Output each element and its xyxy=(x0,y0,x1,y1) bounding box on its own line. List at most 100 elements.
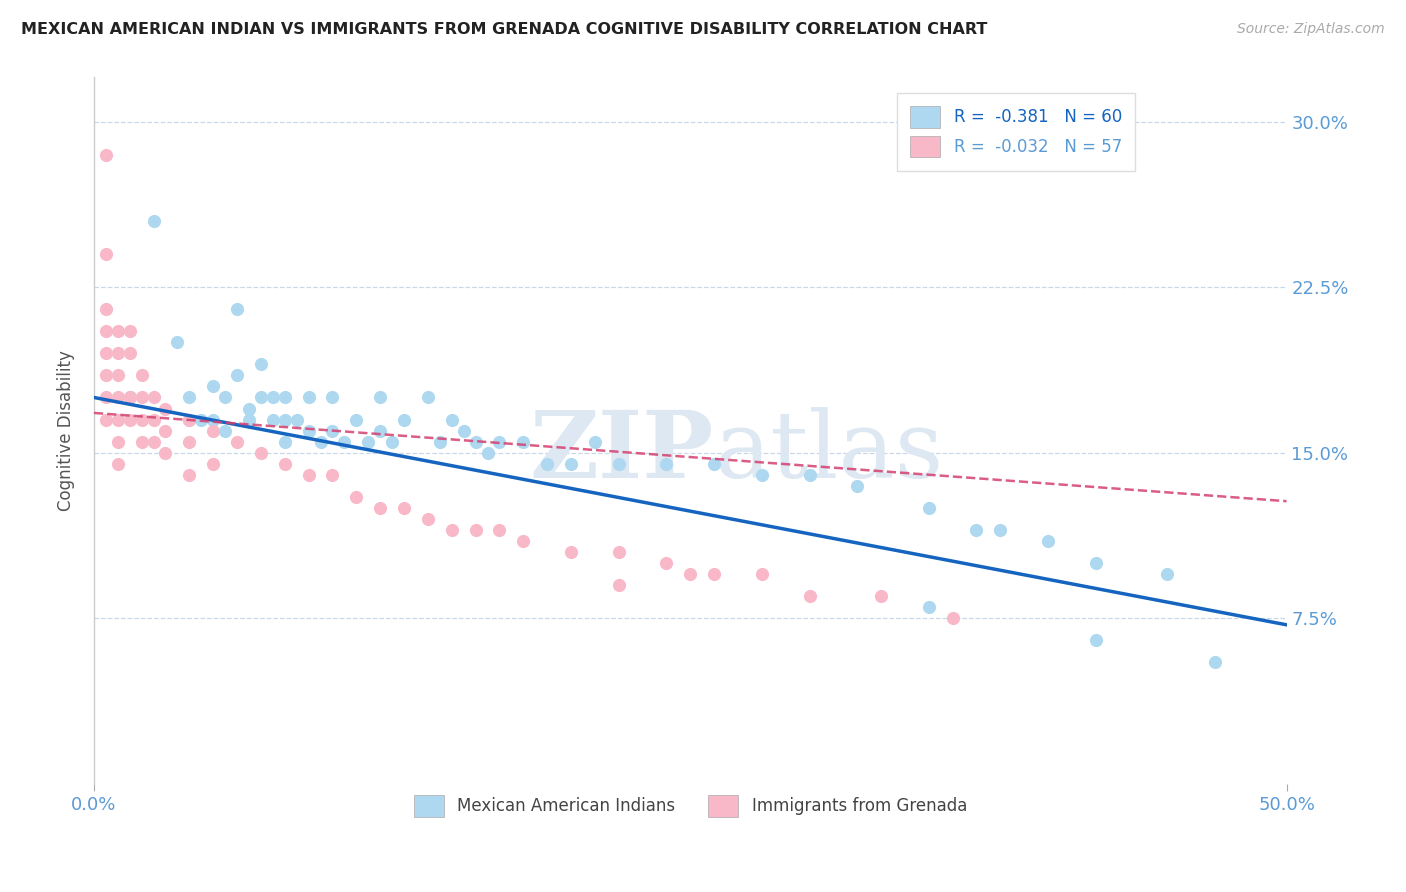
Point xyxy=(392,500,415,515)
Point xyxy=(94,147,117,161)
Point xyxy=(1036,533,1059,548)
Point xyxy=(453,424,475,438)
Point xyxy=(214,424,236,438)
Legend: Mexican American Indians, Immigrants from Grenada: Mexican American Indians, Immigrants fro… xyxy=(405,787,976,825)
Point xyxy=(416,512,439,526)
Point xyxy=(512,434,534,449)
Point xyxy=(226,368,249,383)
Point xyxy=(321,424,343,438)
Point xyxy=(321,391,343,405)
Point xyxy=(262,412,284,426)
Point xyxy=(381,434,404,449)
Point xyxy=(118,391,141,405)
Point xyxy=(179,434,201,449)
Point xyxy=(870,589,893,603)
Point xyxy=(846,479,869,493)
Point xyxy=(166,335,188,350)
Point xyxy=(202,457,225,471)
Point xyxy=(679,567,702,582)
Point xyxy=(607,457,630,471)
Point xyxy=(107,368,129,383)
Point xyxy=(751,467,773,482)
Point xyxy=(560,457,582,471)
Text: Source: ZipAtlas.com: Source: ZipAtlas.com xyxy=(1237,22,1385,37)
Point xyxy=(131,434,153,449)
Point xyxy=(155,445,177,459)
Point xyxy=(368,391,391,405)
Text: ZIP: ZIP xyxy=(530,407,714,497)
Point xyxy=(155,424,177,438)
Point xyxy=(118,391,141,405)
Point xyxy=(368,500,391,515)
Point xyxy=(464,523,486,537)
Point xyxy=(131,368,153,383)
Point xyxy=(214,391,236,405)
Point xyxy=(392,412,415,426)
Point xyxy=(309,434,332,449)
Point xyxy=(297,424,319,438)
Point xyxy=(262,391,284,405)
Point xyxy=(131,412,153,426)
Point xyxy=(477,445,499,459)
Point xyxy=(107,434,129,449)
Point xyxy=(94,247,117,261)
Point xyxy=(142,391,165,405)
Point xyxy=(333,434,356,449)
Point xyxy=(607,578,630,592)
Point xyxy=(94,412,117,426)
Point xyxy=(142,434,165,449)
Point xyxy=(226,434,249,449)
Point xyxy=(703,567,725,582)
Point xyxy=(155,401,177,416)
Point xyxy=(1084,633,1107,648)
Point xyxy=(297,391,319,405)
Point xyxy=(368,424,391,438)
Point xyxy=(131,391,153,405)
Point xyxy=(274,412,297,426)
Point xyxy=(942,611,965,625)
Point xyxy=(966,523,988,537)
Point xyxy=(416,391,439,405)
Point xyxy=(512,533,534,548)
Point xyxy=(202,412,225,426)
Point xyxy=(488,523,510,537)
Point xyxy=(429,434,451,449)
Point xyxy=(179,412,201,426)
Point xyxy=(202,379,225,393)
Point xyxy=(107,412,129,426)
Point xyxy=(118,324,141,338)
Point xyxy=(799,589,821,603)
Point xyxy=(274,434,297,449)
Text: atlas: atlas xyxy=(714,407,943,497)
Point xyxy=(488,434,510,449)
Point xyxy=(238,401,260,416)
Point xyxy=(118,346,141,360)
Point xyxy=(607,545,630,559)
Point xyxy=(179,412,201,426)
Point xyxy=(179,467,201,482)
Point xyxy=(94,302,117,317)
Point xyxy=(918,600,941,615)
Point xyxy=(357,434,380,449)
Text: MEXICAN AMERICAN INDIAN VS IMMIGRANTS FROM GRENADA COGNITIVE DISABILITY CORRELAT: MEXICAN AMERICAN INDIAN VS IMMIGRANTS FR… xyxy=(21,22,987,37)
Point xyxy=(440,412,463,426)
Point xyxy=(536,457,558,471)
Point xyxy=(94,391,117,405)
Point xyxy=(179,391,201,405)
Point xyxy=(703,457,725,471)
Point xyxy=(142,214,165,228)
Point xyxy=(1156,567,1178,582)
Point xyxy=(94,324,117,338)
Point xyxy=(440,523,463,537)
Point xyxy=(94,346,117,360)
Point xyxy=(655,556,678,570)
Point xyxy=(202,424,225,438)
Point xyxy=(250,391,273,405)
Point xyxy=(250,357,273,371)
Point xyxy=(107,346,129,360)
Point xyxy=(1084,556,1107,570)
Y-axis label: Cognitive Disability: Cognitive Disability xyxy=(58,351,75,511)
Point xyxy=(107,457,129,471)
Point xyxy=(583,434,606,449)
Point xyxy=(560,545,582,559)
